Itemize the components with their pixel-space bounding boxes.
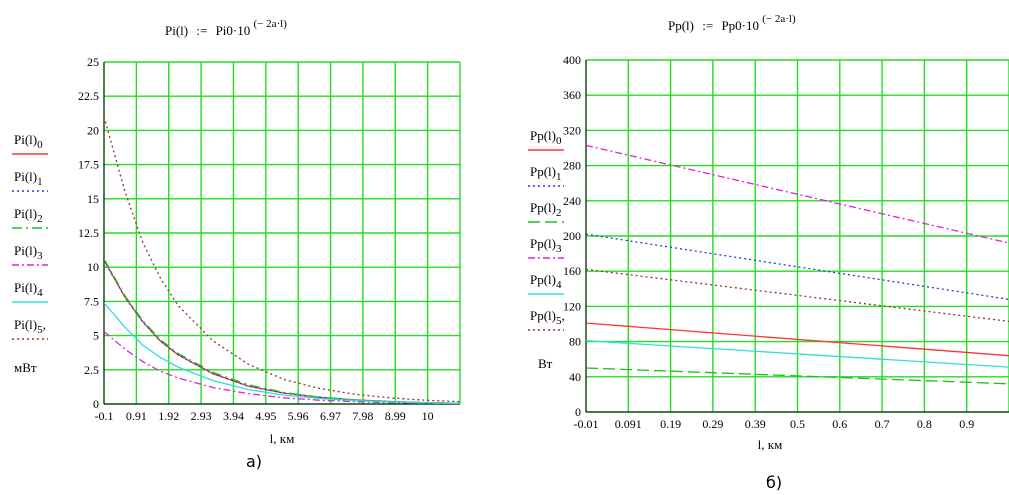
legend-entry-1-0: Pp(l)0 — [530, 128, 562, 147]
plot-area-left: 0 2.5 5 7.5 10 12.5 15 17.5 20 22.5 25 -0.1 0.91 1.92… — [78, 55, 461, 423]
y-tick-label-0-8: 20 — [87, 123, 99, 137]
legend-entry-0-4: Pi(l)4 — [14, 280, 43, 299]
x-tick-label-1-2: 0.19 — [660, 417, 681, 431]
formula-right: Pp(l) := Pp0·10 (− 2a·l) — [668, 13, 796, 33]
chart-left: Pi(l) := Pi0·10 (− 2a·l) 0 2.5 5 7.5 10 12.5 1… — [12, 18, 461, 471]
legend-entry-1-4: Pp(l)4 — [530, 272, 562, 291]
x-tick-label-0-3: 2.93 — [191, 409, 212, 423]
series-line-1-3 — [586, 144, 1009, 244]
unit-left: мВт — [14, 360, 37, 375]
xlabel-right: l, км — [758, 437, 783, 452]
x-tick-label-0-10: 10 — [422, 409, 434, 423]
series-line-0-2 — [104, 258, 460, 404]
xlabel-left: l, км — [270, 431, 295, 446]
y-tick-label-0-7: 17.5 — [78, 158, 99, 172]
y-tick-label-0-0: 0 — [93, 397, 99, 411]
x-tick-label-0-7: 6.97 — [320, 409, 341, 423]
y-tick-label-1-4: 160 — [563, 264, 581, 278]
y-tick-label-0-3: 7.5 — [84, 294, 99, 308]
x-tick-label-0-8: 7.98 — [352, 409, 373, 423]
x-tick-label-1-8: 0.8 — [917, 417, 932, 431]
formula-left-exponent: (− 2a·l) — [254, 18, 288, 30]
series-line-0-4 — [104, 302, 460, 404]
series-line-1-4 — [586, 340, 1009, 368]
legend-entry-1-5: Pp(l)5, — [530, 308, 565, 327]
x-tick-label-0-4: 3.94 — [223, 409, 244, 423]
y-tick-label-0-9: 22.5 — [78, 89, 99, 103]
series-line-0-1 — [104, 260, 460, 404]
y-tick-label-0-5: 12.5 — [78, 226, 99, 240]
formula-right-lhs: Pp(l) — [668, 18, 694, 33]
y-tick-label-1-3: 120 — [563, 299, 581, 313]
chart-right: Pp(l) := Pp0·10 (− 2a·l) 0 40 80 120 160 200 2… — [528, 13, 1009, 492]
series-line-0-5 — [104, 116, 460, 403]
legend-entry-0-2: Pi(l)2 — [14, 206, 43, 225]
y-tick-label-1-9: 360 — [563, 88, 581, 102]
legend-entry-1-1: Pp(l)1 — [530, 164, 562, 183]
series-line-1-5 — [586, 268, 1009, 323]
series-line-0-3 — [104, 331, 460, 404]
y-tick-label-1-8: 320 — [563, 123, 581, 137]
formula-left: Pi(l) := Pi0·10 (− 2a·l) — [165, 18, 287, 38]
y-tick-label-0-1: 2.5 — [84, 363, 99, 377]
legend-entry-0-0: Pi(l)0 — [14, 132, 43, 151]
series-line-0-0 — [104, 260, 460, 404]
y-tick-label-0-10: 25 — [87, 55, 99, 69]
y-tick-label-1-2: 80 — [569, 335, 581, 349]
formula-left-lhs: Pi(l) — [165, 23, 188, 38]
panel-label-right: б) — [766, 473, 782, 492]
x-tick-label-1-3: 0.29 — [702, 417, 723, 431]
legend-entry-0-5: Pi(l)5, — [14, 317, 46, 336]
x-tick-label-0-5: 4.95 — [255, 409, 276, 423]
y-tick-label-1-1: 40 — [569, 370, 581, 384]
panel-label-left: а) — [246, 452, 262, 471]
plot-area-right: 0 40 80 120 160 200 240 280 320 360 400 -0.01 0.091 0… — [563, 53, 1009, 431]
x-tick-label-1-5: 0.5 — [790, 417, 805, 431]
x-tick-label-0-0: -0.1 — [95, 409, 114, 423]
y-tick-label-1-10: 400 — [563, 53, 581, 67]
x-tick-label-1-6: 0.6 — [832, 417, 847, 431]
unit-right: Вт — [538, 356, 553, 371]
x-tick-label-0-2: 1.92 — [158, 409, 179, 423]
legend-entry-1-3: Pp(l)3 — [530, 236, 562, 255]
formula-left-prefix: Pi0·10 — [216, 23, 251, 38]
legend-entry-0-1: Pi(l)1 — [14, 169, 43, 188]
y-tick-label-0-6: 15 — [87, 192, 99, 206]
y-tick-label-1-6: 240 — [563, 194, 581, 208]
x-tick-label-0-1: 0.91 — [126, 409, 147, 423]
legend-right: Pp(l)0 Pp(l)1 Pp(l)2 Pp(l)3 Pp(l)4 Pp(l)5, — [528, 128, 565, 331]
formula-right-prefix: Pp0·10 — [721, 18, 759, 33]
legend-left: Pi(l)0 Pi(l)1 Pi(l)2 Pi(l)3 Pi(l)4 Pi(l)5, — [12, 132, 48, 340]
legend-entry-0-3: Pi(l)3 — [14, 243, 43, 262]
x-tick-label-1-7: 0.7 — [875, 417, 890, 431]
x-tick-label-0-6: 5.96 — [288, 409, 309, 423]
formula-right-exponent: (− 2a·l) — [762, 13, 796, 25]
x-tick-label-1-0: -0.01 — [574, 417, 599, 431]
y-tick-label-1-5: 200 — [563, 229, 581, 243]
y-tick-label-1-0: 0 — [575, 405, 581, 419]
x-tick-label-1-4: 0.39 — [745, 417, 766, 431]
series-line-1-0 — [586, 322, 1009, 357]
x-tick-label-0-9: 8.99 — [385, 409, 406, 423]
x-tick-label-1-1: 0.091 — [615, 417, 642, 431]
x-tick-label-1-9: 0.9 — [959, 417, 974, 431]
legend-entry-1-2: Pp(l)2 — [530, 200, 562, 219]
y-tick-label-0-2: 5 — [93, 329, 99, 343]
series-line-1-1 — [586, 233, 1009, 301]
y-tick-label-0-4: 10 — [87, 260, 99, 274]
y-tick-label-1-7: 280 — [563, 159, 581, 173]
series-line-1-2 — [586, 367, 1009, 385]
